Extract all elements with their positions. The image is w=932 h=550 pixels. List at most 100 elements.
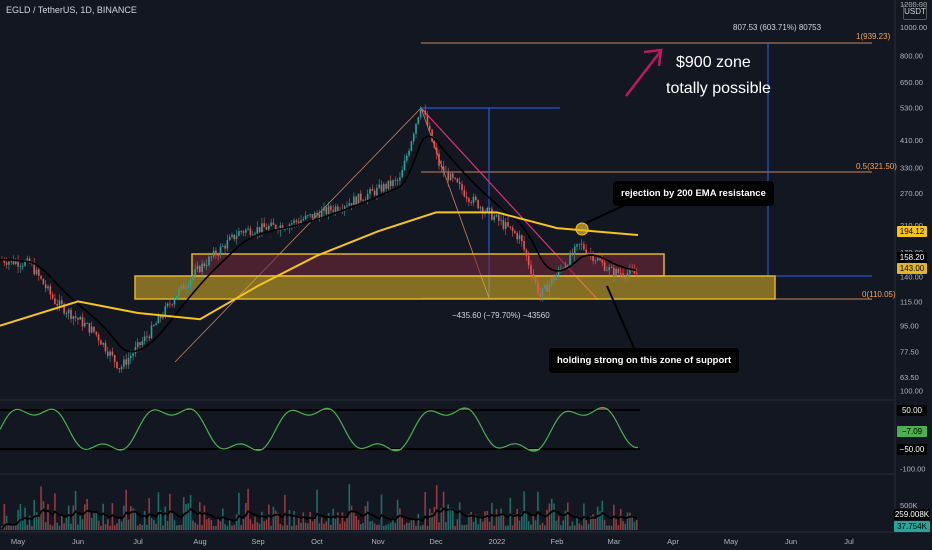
candle-body <box>539 293 541 297</box>
volume-bar <box>107 519 109 530</box>
symbol-title[interactable]: EGLD / TetherUS, 1D, BINANCE <box>6 5 137 15</box>
candle-body <box>125 359 127 365</box>
osc-level-upper-tag: 50.00 <box>897 405 927 416</box>
candle-body <box>270 222 272 226</box>
volume-bar <box>70 523 72 530</box>
candle-body <box>189 279 192 286</box>
oscillator-line[interactable] <box>0 406 638 452</box>
candle-body <box>166 303 169 307</box>
candle-body <box>553 278 555 281</box>
candle-body <box>350 203 353 206</box>
candle-body <box>284 228 286 230</box>
candle-body <box>479 207 482 209</box>
candle-body <box>24 261 26 266</box>
candle-body <box>507 222 509 227</box>
volume-bar <box>199 502 201 530</box>
oscillator-tick-label: 100.00 <box>900 387 923 396</box>
candle-body <box>389 180 392 186</box>
volume-bar <box>429 508 431 530</box>
volume-bar <box>210 520 213 530</box>
volume-bar <box>26 524 29 530</box>
candle-body <box>327 206 330 214</box>
volume-bar <box>67 505 70 530</box>
candles <box>1 104 638 373</box>
candle-body <box>279 225 282 231</box>
volume-bar <box>491 502 493 530</box>
trend-line-rise[interactable] <box>174 107 422 363</box>
candle-body <box>636 273 638 275</box>
candle-body <box>217 254 219 256</box>
volume-bar <box>422 524 424 530</box>
candle-body <box>40 275 42 279</box>
volume-bar <box>304 522 307 530</box>
candle-body <box>406 155 408 161</box>
price-tick-label: 270.00 <box>900 189 923 198</box>
candle-body <box>208 256 210 266</box>
candle-body <box>504 222 507 229</box>
volume-bar <box>208 518 210 530</box>
candle-body <box>182 284 185 290</box>
candle-body <box>429 125 431 130</box>
candle-body <box>228 237 231 241</box>
candle-body <box>201 263 203 273</box>
candle-body <box>330 206 332 211</box>
time-tick-label: Jun <box>785 537 797 546</box>
volume-bar <box>567 502 569 530</box>
volume-bar <box>164 506 167 530</box>
candle-body <box>205 265 208 267</box>
volume-bar <box>84 504 86 530</box>
candle-body <box>79 317 81 320</box>
candle-body <box>58 300 61 306</box>
volume-bar <box>47 504 49 530</box>
candle-body <box>155 323 157 326</box>
price-tick-label: 210.00 <box>900 221 923 230</box>
candle-body <box>387 180 390 189</box>
volume-bar <box>291 525 293 530</box>
callout-line-1: $900 zone <box>676 54 751 71</box>
volume-bar <box>277 512 279 530</box>
candle-body <box>422 109 424 111</box>
candle-body <box>33 263 35 275</box>
candle-body <box>502 220 505 229</box>
volume-bar <box>201 525 203 530</box>
candle-body <box>258 227 261 232</box>
candle-body <box>555 275 558 281</box>
candle-body <box>104 342 107 352</box>
candle-body <box>88 323 91 333</box>
ema200-line[interactable] <box>0 211 639 327</box>
candle-body <box>77 317 79 320</box>
volume-bar <box>431 513 433 530</box>
volume-bar <box>357 519 360 530</box>
time-tick-label: May <box>724 537 738 546</box>
volume-bar <box>585 520 587 530</box>
ema-black-line[interactable] <box>0 135 637 353</box>
volume-bar <box>159 510 162 530</box>
candle-body <box>84 322 86 327</box>
fib-05-label: 0.5(321.50) <box>856 162 897 171</box>
candle-body <box>343 206 346 210</box>
volume-tag: 259.008K <box>894 509 930 520</box>
volume-bar <box>10 525 12 530</box>
volume-bar <box>263 521 265 530</box>
support-zone[interactable] <box>134 275 776 300</box>
candle-body <box>17 261 19 267</box>
time-axis[interactable]: May Jun Jul Aug Sep Oct Nov Dec 2022 Feb Mar Apr May… <box>11 537 854 546</box>
volume-bar <box>90 517 93 530</box>
callout-arrow-shaft <box>625 51 661 97</box>
candle-body <box>224 245 226 249</box>
currency-badge[interactable]: USDT <box>903 4 927 20</box>
candle-body <box>408 150 410 156</box>
volume-bar <box>481 521 484 530</box>
volume-bar <box>31 525 33 530</box>
candle-body <box>442 166 445 173</box>
volume-bar <box>141 524 144 530</box>
candle-body <box>346 205 348 207</box>
candle-body <box>118 368 121 370</box>
candle-body <box>238 231 240 236</box>
candle-body <box>311 214 314 219</box>
candle-body <box>493 216 495 220</box>
volume-ma-line <box>1 507 637 530</box>
candle-body <box>263 223 265 228</box>
volume-bar <box>458 502 461 530</box>
